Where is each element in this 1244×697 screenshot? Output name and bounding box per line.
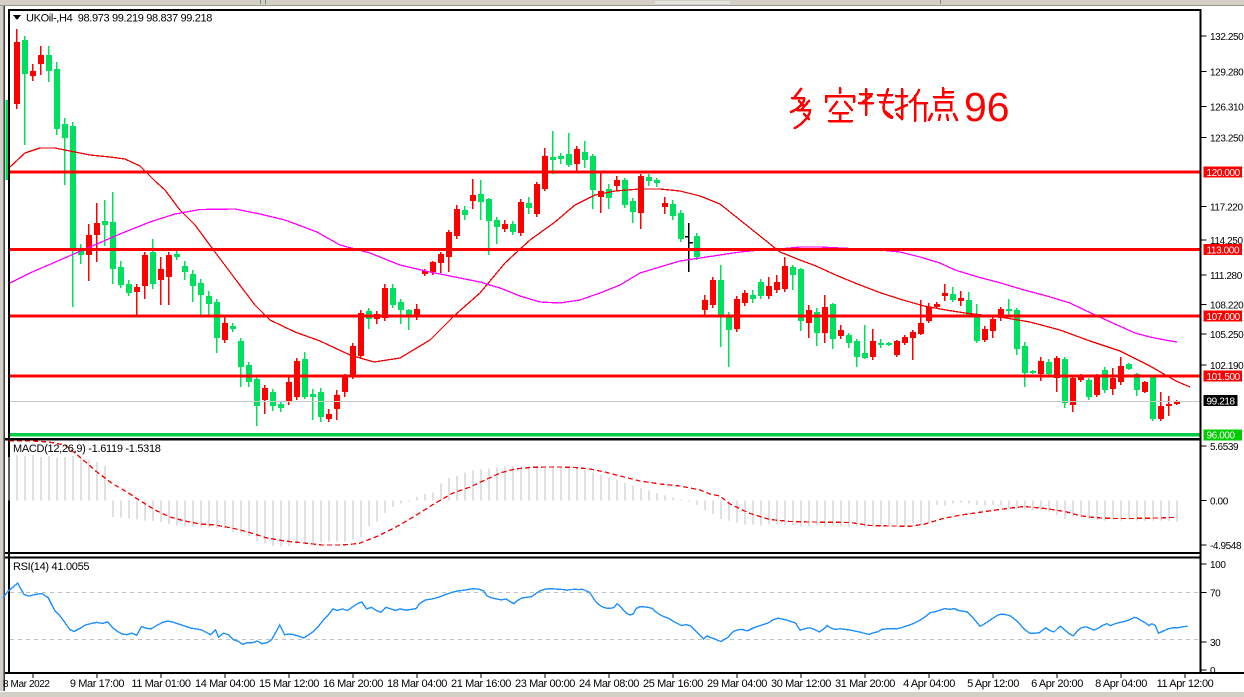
svg-text:132.250: 132.250 bbox=[1210, 32, 1244, 43]
svg-text:15 Mar 12:00: 15 Mar 12:00 bbox=[259, 678, 319, 690]
svg-text:24 Mar 08:00: 24 Mar 08:00 bbox=[579, 678, 639, 690]
svg-text:108.220: 108.220 bbox=[1210, 301, 1244, 312]
svg-text:18 Mar 04:00: 18 Mar 04:00 bbox=[387, 678, 447, 690]
svg-text:114.250: 114.250 bbox=[1210, 236, 1243, 247]
svg-text:0.00: 0.00 bbox=[1210, 497, 1229, 508]
svg-text:102.190: 102.190 bbox=[1210, 361, 1244, 372]
svg-text:14 Mar 04:00: 14 Mar 04:00 bbox=[195, 678, 255, 690]
svg-text:107.000: 107.000 bbox=[1207, 312, 1241, 323]
svg-text:23 Mar 00:00: 23 Mar 00:00 bbox=[515, 678, 575, 690]
svg-text:31 Mar 20:00: 31 Mar 20:00 bbox=[835, 678, 895, 690]
svg-text:UKOil-,H4 98.973 99.219 98.83: UKOil-,H4 98.973 99.219 98.837 99.218 bbox=[26, 13, 212, 25]
svg-text:70: 70 bbox=[1210, 589, 1221, 600]
svg-text:5.6539: 5.6539 bbox=[1210, 442, 1239, 453]
svg-text:MACD(12,26,9) -1.6119 -1.5318: MACD(12,26,9) -1.6119 -1.5318 bbox=[13, 443, 161, 455]
svg-text:RSI(14) 41.0055: RSI(14) 41.0055 bbox=[13, 561, 89, 573]
svg-text:105.250: 105.250 bbox=[1210, 330, 1244, 341]
svg-text:21 Mar 16:00: 21 Mar 16:00 bbox=[451, 678, 511, 690]
svg-text:101.500: 101.500 bbox=[1207, 372, 1241, 383]
svg-text:113.000: 113.000 bbox=[1207, 245, 1240, 256]
svg-text:25 Mar 16:00: 25 Mar 16:00 bbox=[643, 678, 703, 690]
svg-text:8 Apr 04:00: 8 Apr 04:00 bbox=[1095, 678, 1147, 690]
svg-text:5 Apr 12:00: 5 Apr 12:00 bbox=[967, 678, 1019, 690]
svg-text:126.310: 126.310 bbox=[1210, 103, 1244, 114]
svg-text:30 Mar 12:00: 30 Mar 12:00 bbox=[771, 678, 831, 690]
svg-text:0: 0 bbox=[1210, 666, 1216, 677]
svg-text:96: 96 bbox=[964, 84, 1010, 130]
svg-text:-4.9548: -4.9548 bbox=[1210, 541, 1242, 552]
svg-text:99.218: 99.218 bbox=[1207, 396, 1236, 407]
svg-text:111.280: 111.280 bbox=[1210, 271, 1243, 282]
svg-text:120.000: 120.000 bbox=[1207, 168, 1241, 179]
svg-text:9 Mar 17:00: 9 Mar 17:00 bbox=[70, 678, 125, 690]
svg-text:29 Mar 04:00: 29 Mar 04:00 bbox=[707, 678, 767, 690]
svg-text:11 Apr 12:00: 11 Apr 12:00 bbox=[1157, 678, 1214, 690]
svg-text:16 Mar 20:00: 16 Mar 20:00 bbox=[323, 678, 383, 690]
svg-text:8 Mar 2022: 8 Mar 2022 bbox=[3, 679, 50, 690]
svg-text:123.250: 123.250 bbox=[1210, 134, 1244, 145]
svg-text:6 Apr 20:00: 6 Apr 20:00 bbox=[1031, 678, 1083, 690]
svg-text:100: 100 bbox=[1210, 560, 1226, 571]
svg-text:30: 30 bbox=[1210, 638, 1221, 649]
svg-text:4 Apr 04:00: 4 Apr 04:00 bbox=[903, 678, 955, 690]
svg-text:96.000: 96.000 bbox=[1207, 431, 1236, 442]
svg-text:129.280: 129.280 bbox=[1210, 68, 1244, 79]
svg-text:117.220: 117.220 bbox=[1210, 203, 1243, 214]
svg-text:11 Mar 01:00: 11 Mar 01:00 bbox=[131, 678, 190, 690]
